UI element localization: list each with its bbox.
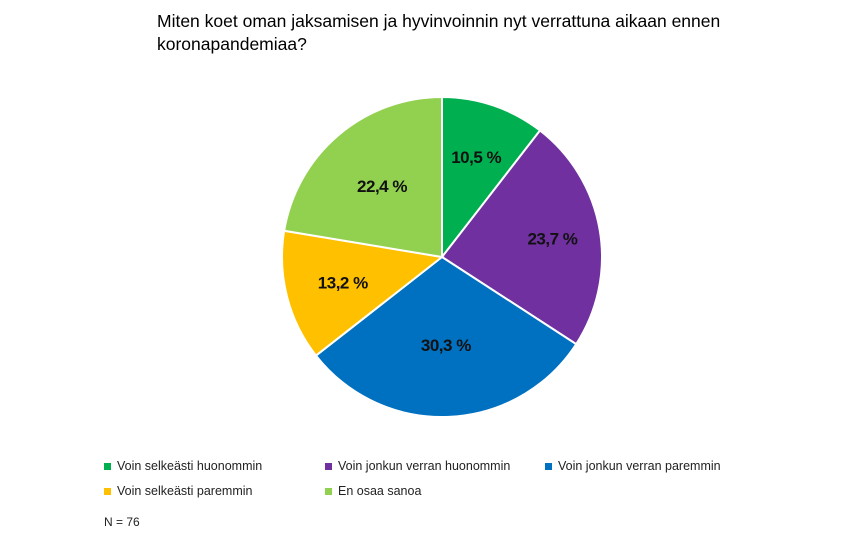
pie-slice-1 — [441, 95, 542, 260]
legend-swatch-4 — [104, 487, 111, 495]
data-label-1: 10,5 % — [451, 148, 501, 167]
data-label-3: 30,3 % — [421, 336, 471, 355]
legend-item-5: En osaa sanoa — [325, 484, 421, 498]
data-label-4: 13,2 % — [318, 273, 368, 292]
legend-label-1: Voin selkeästi huonommin — [117, 459, 263, 473]
pie-slice-5 — [283, 95, 443, 259]
legend-label-4: Voin selkeästi paremmin — [117, 484, 253, 498]
sample-size-note: N = 76 — [104, 515, 140, 529]
data-label-2: 23,7 % — [527, 229, 577, 248]
legend-item-3: Voin jonkun verran paremmin — [545, 459, 721, 473]
pie-slice-4 — [281, 229, 445, 357]
legend-swatch-5 — [325, 487, 332, 495]
pie-slice-2 — [440, 129, 603, 346]
legend-label-5: En osaa sanoa — [338, 484, 422, 498]
legend-label-3: Voin jonkun verran paremmin — [558, 459, 721, 473]
legend-label-2: Voin jonkun verran huonommin — [338, 459, 511, 473]
data-label-5: 22,4 % — [357, 177, 407, 196]
legend-item-1: Voin selkeästi huonommin — [104, 459, 262, 473]
legend-item-2: Voin jonkun verran huonommin — [325, 459, 510, 473]
pie-slice-3 — [314, 255, 578, 418]
chart-title: Miten koet oman jaksamisen ja hyvinvoinn… — [157, 11, 721, 54]
legend-swatch-2 — [325, 462, 332, 470]
legend-item-4: Voin selkeästi paremmin — [104, 484, 252, 498]
legend-swatch-3 — [545, 462, 552, 470]
legend-swatch-1 — [104, 462, 111, 470]
